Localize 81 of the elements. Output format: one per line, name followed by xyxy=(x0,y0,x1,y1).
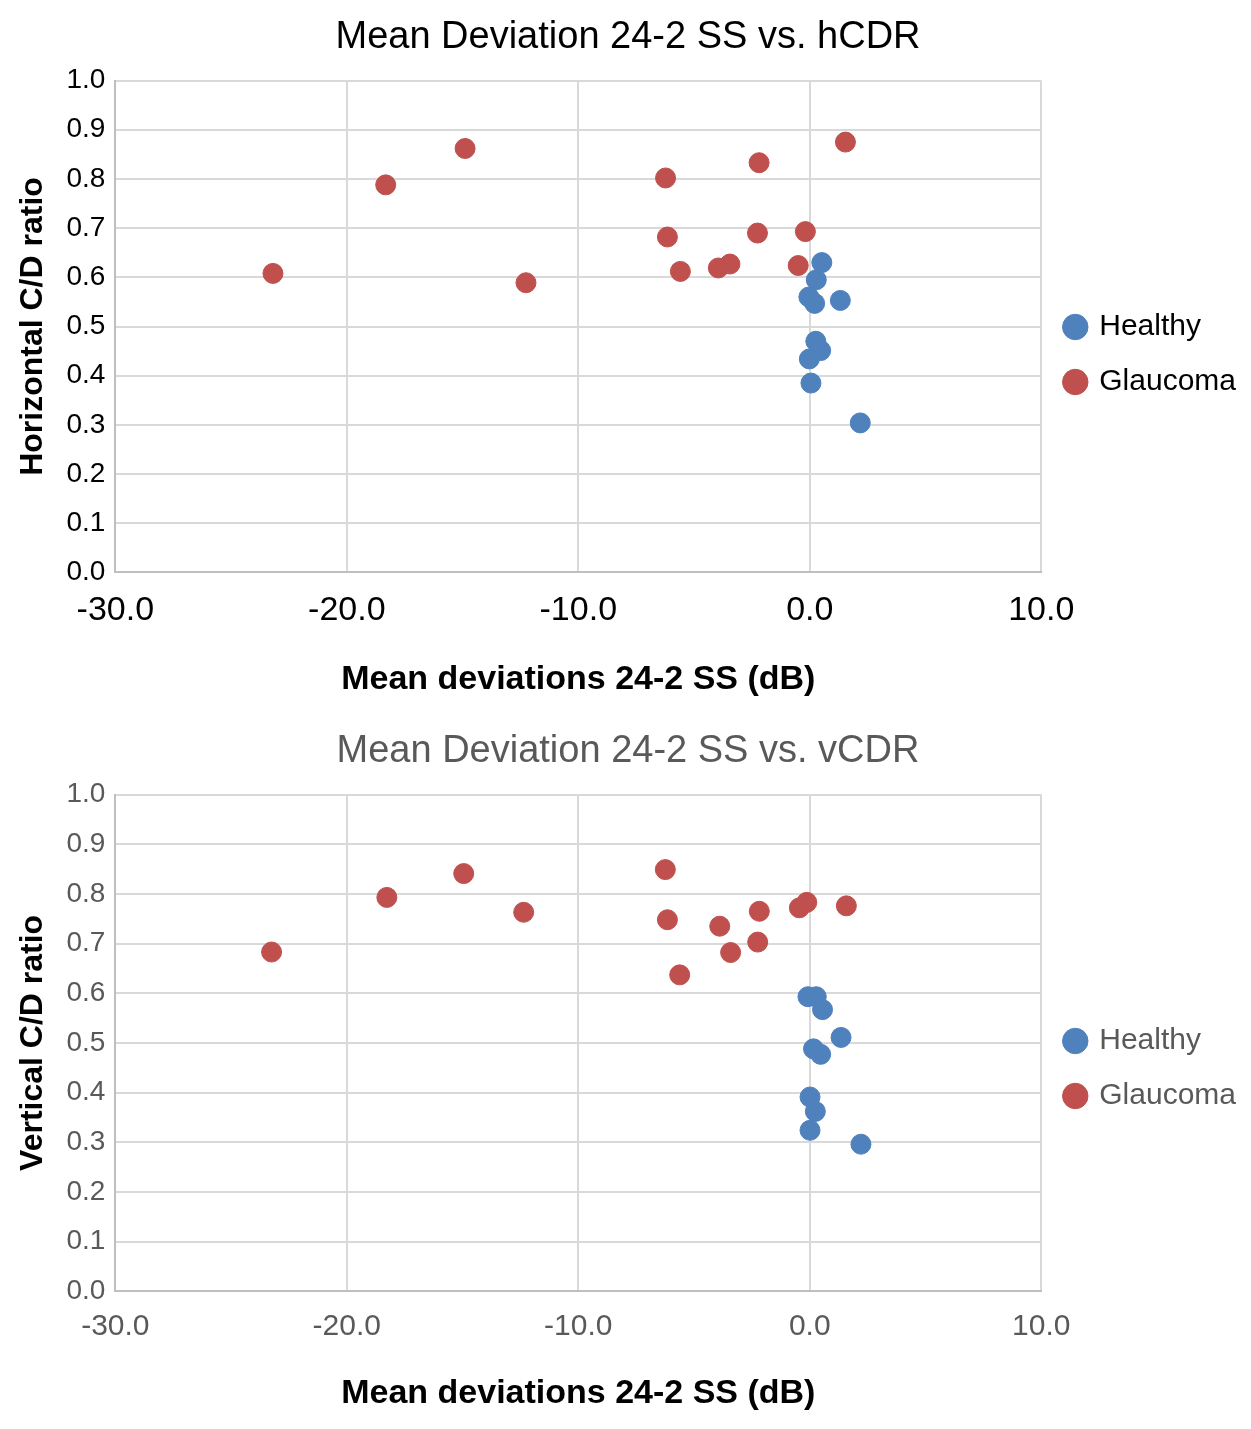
x-axis-title: Mean deviations 24-2 SS (dB) xyxy=(341,1371,816,1410)
x-tick-label: 10.0 xyxy=(1008,589,1075,628)
y-tick-label: 0.3 xyxy=(66,1124,106,1156)
y-tick-label: 0.1 xyxy=(66,505,106,537)
point xyxy=(709,915,731,937)
point xyxy=(262,262,284,284)
point xyxy=(453,863,475,885)
point xyxy=(800,372,822,394)
y-tick-label: 0.4 xyxy=(66,1075,106,1107)
point xyxy=(748,152,770,174)
x-tick-label: -30.0 xyxy=(76,589,155,628)
point xyxy=(810,1043,832,1065)
point xyxy=(747,931,769,953)
y-tick-label: 0.5 xyxy=(66,309,106,341)
legend-label: Glaucoma xyxy=(1099,1077,1237,1111)
y-tick-label: 0.8 xyxy=(66,161,106,193)
point xyxy=(669,964,691,986)
point xyxy=(798,348,820,370)
y-tick-label: 0.7 xyxy=(66,926,106,958)
y-tick-label: 0.6 xyxy=(66,260,106,292)
point xyxy=(515,272,537,294)
y-tick-label: 1.0 xyxy=(66,63,106,95)
y-tick-label: 0.1 xyxy=(66,1224,106,1256)
y-tick-label: 0.2 xyxy=(66,1174,106,1206)
point xyxy=(454,137,476,159)
x-axis-title: Mean deviations 24-2 SS (dB) xyxy=(341,657,816,696)
point xyxy=(720,942,742,964)
legend-label: Healthy xyxy=(1099,308,1201,342)
point xyxy=(655,167,677,189)
point xyxy=(794,221,816,243)
point xyxy=(812,999,834,1021)
y-tick-label: 0.5 xyxy=(66,1025,106,1057)
point xyxy=(850,1133,872,1155)
y-axis-title: Horizontal C/D ratio xyxy=(13,177,50,476)
point xyxy=(835,895,857,917)
point xyxy=(375,174,397,196)
point xyxy=(796,891,818,913)
y-tick-label: 0.8 xyxy=(66,876,106,908)
y-tick-label: 1.0 xyxy=(66,777,106,809)
point xyxy=(654,859,676,881)
point xyxy=(746,222,768,244)
y-tick-label: 0.0 xyxy=(66,1273,106,1305)
point xyxy=(376,886,398,908)
chart-title: Mean Deviation 24-2 SS vs. hCDR xyxy=(335,14,921,57)
point xyxy=(787,255,809,277)
y-tick-label: 0.2 xyxy=(66,456,106,488)
point xyxy=(804,292,826,314)
y-tick-label: 0.0 xyxy=(66,555,106,587)
point xyxy=(804,1100,826,1122)
point xyxy=(799,1119,821,1141)
point xyxy=(656,226,678,248)
chart-title: Mean Deviation 24-2 SS vs. vCDR xyxy=(336,728,920,771)
point xyxy=(748,900,770,922)
y-tick-label: 0.9 xyxy=(66,112,106,144)
y-tick-label: 0.9 xyxy=(66,826,106,858)
y-tick-label: 0.7 xyxy=(66,210,106,242)
point xyxy=(829,289,851,311)
x-tick-label: -10.0 xyxy=(544,1308,613,1342)
point xyxy=(805,269,827,291)
x-tick-label: -10.0 xyxy=(539,589,618,628)
point xyxy=(834,131,856,153)
x-tick-label: 0.0 xyxy=(786,589,834,628)
point xyxy=(656,909,678,931)
point xyxy=(261,941,283,963)
point xyxy=(719,253,741,275)
legend-label: Glaucoma xyxy=(1099,363,1237,397)
point xyxy=(830,1026,852,1048)
x-tick-label: 10.0 xyxy=(1012,1308,1071,1342)
y-tick-label: 0.6 xyxy=(66,975,106,1007)
y-tick-label: 0.4 xyxy=(66,358,106,390)
legend-label: Healthy xyxy=(1099,1022,1201,1056)
point xyxy=(669,260,691,282)
x-tick-label: -20.0 xyxy=(308,589,386,628)
x-tick-label: -20.0 xyxy=(312,1308,382,1342)
y-tick-label: 0.3 xyxy=(66,407,106,439)
point xyxy=(513,901,535,923)
point xyxy=(849,412,871,434)
x-tick-label: 0.0 xyxy=(788,1308,831,1342)
x-tick-label: -30.0 xyxy=(81,1308,150,1342)
y-axis-title: Vertical C/D ratio xyxy=(13,914,50,1171)
point xyxy=(811,252,833,274)
